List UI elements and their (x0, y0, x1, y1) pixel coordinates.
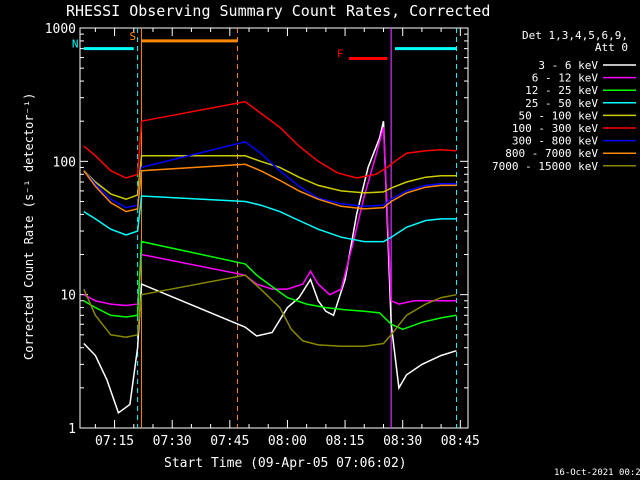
legend-label: 12 - 25 keV (525, 84, 598, 97)
x-tick-label: 07:30 (153, 434, 192, 449)
x-tick-label: 08:45 (441, 434, 480, 449)
legend-label: 300 - 800 keV (512, 135, 598, 148)
series-lines (83, 100, 457, 414)
flag-label: F (337, 48, 344, 61)
series-line (83, 127, 457, 307)
series-line (83, 163, 457, 213)
legend-header: Att 0 (595, 41, 628, 54)
series-line (83, 140, 457, 209)
footer-timestamp: 16-Oct-2021 00:25 (554, 468, 640, 478)
y-tick-label: 10 (60, 289, 76, 304)
x-axis-label: Start Time (09-Apr-05 07:06:02) (164, 456, 407, 471)
x-tick-label: 08:30 (383, 434, 422, 449)
flag-label: S (129, 30, 136, 43)
x-tick-label: 08:15 (325, 434, 364, 449)
series-line (83, 121, 457, 414)
x-tick-label: 08:00 (268, 434, 307, 449)
legend-label: 50 - 100 keV (519, 109, 599, 122)
series-line (83, 155, 457, 200)
chart-title: RHESSI Observing Summary Count Rates, Co… (66, 2, 490, 20)
legend-label: 3 - 6 keV (538, 59, 598, 72)
legend-label: 7000 - 15000 keV (492, 160, 598, 173)
plot-frame (79, 27, 469, 429)
series-line (83, 240, 457, 331)
legend-label: 100 - 300 keV (512, 122, 598, 135)
attenuator-markers (137, 28, 457, 428)
y-tick-label: 100 (53, 155, 76, 170)
axis-ticks: 1 10 100 1000 07:15 07:30 07:45 08:00 08:15 08:30… (45, 22, 480, 449)
x-tick-label: 07:15 (95, 434, 134, 449)
series-line (83, 195, 457, 243)
legend-label: 25 - 50 keV (525, 97, 598, 110)
y-tick-label: 1000 (45, 22, 76, 37)
series-line (83, 274, 457, 348)
flag-label: N (72, 38, 79, 51)
y-tick-label: 1 (68, 422, 76, 437)
x-tick-label: 07:45 (210, 434, 249, 449)
legend-label: 800 - 7000 keV (505, 147, 598, 160)
series-line (83, 100, 457, 179)
y-axis-label: Corrected Count Rate (s⁻¹ detector⁻¹) (22, 93, 36, 360)
legend-header: Det 1,3,4,5,6,9, (522, 29, 628, 42)
flag-bars: S N F (72, 30, 457, 61)
legend-label: 6 - 12 keV (532, 72, 599, 85)
